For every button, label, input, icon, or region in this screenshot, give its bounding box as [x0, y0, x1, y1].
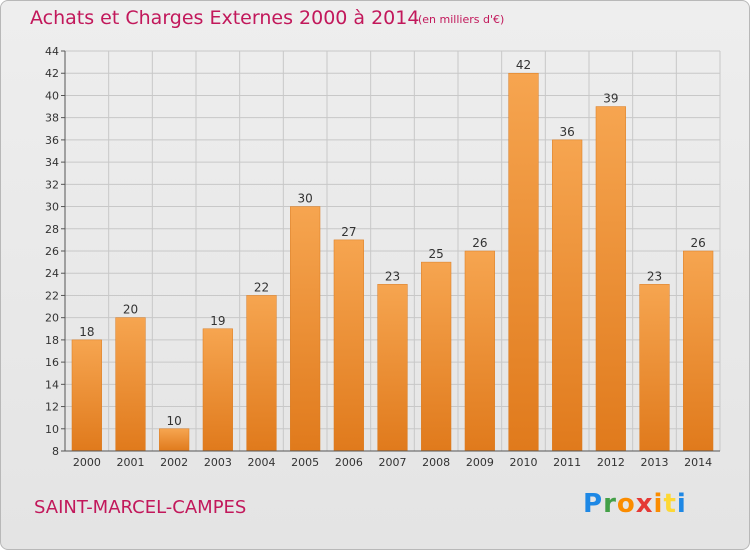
- y-tick-label: 24: [45, 267, 59, 280]
- data-label: 26: [691, 236, 706, 250]
- bar: [639, 284, 670, 452]
- bar: [377, 284, 408, 452]
- data-label: 27: [341, 225, 356, 239]
- data-label: 25: [429, 247, 444, 261]
- x-tick-label: 2014: [684, 456, 712, 469]
- bar: [290, 206, 321, 452]
- x-tick-label: 2001: [117, 456, 145, 469]
- logo-letter: x: [635, 489, 654, 519]
- x-tick-label: 2011: [553, 456, 581, 469]
- logo-letter: t: [663, 489, 677, 519]
- y-tick-label: 10: [45, 423, 59, 436]
- bar: [202, 328, 233, 452]
- x-tick-label: 2003: [204, 456, 232, 469]
- bar: [159, 428, 190, 452]
- data-label: 10: [167, 414, 182, 428]
- y-tick-label: 8: [52, 445, 59, 458]
- bar: [115, 317, 146, 452]
- place-name: SAINT-MARCEL-CAMPES: [34, 497, 247, 518]
- x-tick-label: 2008: [422, 456, 450, 469]
- y-tick-label: 16: [45, 356, 59, 369]
- data-label: 39: [603, 92, 618, 106]
- x-tick-label: 2007: [379, 456, 407, 469]
- data-label: 23: [385, 269, 400, 283]
- x-tick-label: 2010: [510, 456, 538, 469]
- bars: 18 20 10 19 22 30 27 23 25 26 42 36 39 23 26: [71, 58, 714, 452]
- x-tick-label: 2002: [160, 456, 188, 469]
- x-tick-label: 2013: [641, 456, 669, 469]
- chart-title: Achats et Charges Externes 2000 à 2014: [30, 7, 420, 29]
- bar: [508, 72, 539, 452]
- y-tick-label: 20: [45, 312, 59, 325]
- data-label: 42: [516, 58, 531, 72]
- y-tick-label: 44: [45, 45, 59, 58]
- y-tick-label: 14: [45, 378, 59, 391]
- bar: [683, 250, 714, 452]
- axes: 8 10 12 14 16 18 20 22 24 26 28 30 32 34 36 38 40 42 44 200…: [45, 45, 720, 469]
- x-tick-label: 2009: [466, 456, 494, 469]
- x-tick-label: 2004: [248, 456, 276, 469]
- y-tick-label: 22: [45, 289, 59, 302]
- y-tick-label: 38: [45, 112, 59, 125]
- bar: [464, 250, 495, 452]
- data-label: 19: [210, 314, 225, 328]
- logo-letter: i: [653, 489, 664, 519]
- bar: [552, 139, 583, 452]
- x-tick-label: 2005: [291, 456, 319, 469]
- data-label: 20: [123, 303, 138, 317]
- y-tick-label: 42: [45, 67, 59, 80]
- y-tick-label: 32: [45, 178, 59, 191]
- data-label: 22: [254, 280, 269, 294]
- logo-letter: i: [676, 489, 687, 519]
- bar: [595, 106, 626, 452]
- bar: [333, 239, 364, 452]
- data-label: 18: [79, 325, 94, 339]
- data-label: 26: [472, 236, 487, 250]
- y-tick-label: 18: [45, 334, 59, 347]
- y-tick-label: 30: [45, 201, 59, 214]
- logo-letter: o: [616, 489, 636, 519]
- logo-letter: P: [583, 489, 604, 519]
- x-tick-label: 2006: [335, 456, 363, 469]
- y-tick-label: 34: [45, 156, 59, 169]
- y-tick-label: 28: [45, 223, 59, 236]
- chart-subtitle: (en milliers d'€): [418, 13, 505, 26]
- bar: [246, 295, 277, 452]
- x-tick-label: 2012: [597, 456, 625, 469]
- data-label: 30: [298, 192, 313, 206]
- proxiti-logo[interactable]: Proxiti: [583, 489, 687, 519]
- x-tick-label: 2000: [73, 456, 101, 469]
- y-tick-label: 36: [45, 134, 59, 147]
- y-tick-label: 40: [45, 89, 59, 102]
- y-tick-label: 26: [45, 245, 59, 258]
- logo-letter: r: [603, 489, 617, 519]
- data-label: 36: [560, 125, 575, 139]
- y-tick-label: 12: [45, 401, 59, 414]
- data-label: 23: [647, 269, 662, 283]
- bar: [421, 261, 452, 452]
- bar: [71, 339, 102, 452]
